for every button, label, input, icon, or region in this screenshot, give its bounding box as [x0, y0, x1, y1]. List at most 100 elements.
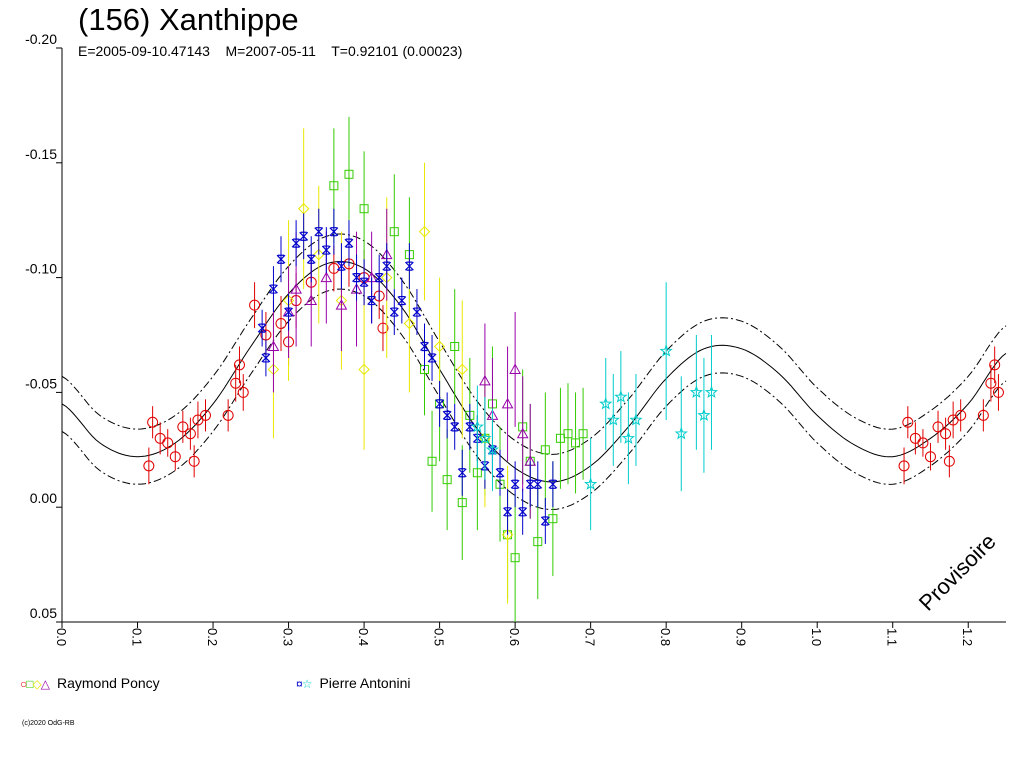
data-point-raymond-poncy-square [389, 227, 399, 237]
data-point-raymond-poncy-triangle [290, 283, 302, 294]
data-point-pierre-antonini-star4 [442, 410, 452, 420]
x-tick-label: 1.0 [809, 628, 824, 646]
data-point-raymond-poncy-square [540, 445, 550, 455]
data-point-pierre-antonini-star4 [495, 468, 505, 478]
data-point-raymond-poncy-square [344, 169, 354, 179]
y-tick-label: 0.05 [30, 605, 57, 621]
x-tick-label: 0.1 [130, 628, 145, 646]
x-tick-label: 1.2 [960, 628, 975, 646]
y-tick-label: -0.05 [25, 375, 57, 391]
legend-symbols-antonini: ¤☆ [296, 677, 312, 691]
chart-subtitle: E=2005-09-10.47143 M=2007-05-11 T=0.9210… [78, 43, 463, 59]
data-point-pierre-antonini-star4 [389, 307, 399, 317]
data-point-pierre-antonini-star4 [329, 227, 339, 237]
data-point-raymond-poncy-triangle [267, 340, 280, 351]
data-point-raymond-poncy-square [450, 341, 460, 351]
data-point-raymond-poncy-diamond [403, 317, 416, 330]
data-point-raymond-poncy-circle [989, 359, 1001, 371]
data-point-pierre-antonini-star4 [269, 284, 278, 294]
data-point-pierre-antonini-star4 [450, 422, 460, 432]
data-point-pierre-antonini-star4 [503, 507, 512, 517]
x-tick-label: 0.5 [432, 628, 447, 646]
data-point-raymond-poncy-circle [222, 409, 234, 421]
data-point-pierre-antonini-star4 [427, 353, 437, 363]
data-point-raymond-poncy-diamond [418, 225, 431, 238]
data-point-raymond-poncy-square [563, 429, 573, 439]
data-point-pierre-antonini-star4 [548, 479, 558, 489]
data-point-raymond-poncy-triangle [509, 363, 521, 374]
data-point-pierre-antonini-star4 [465, 422, 475, 432]
data-point-pierre-antonini-star4 [525, 479, 535, 489]
data-point-pierre-antonini-star5 [614, 390, 628, 403]
data-point-pierre-antonini-star4 [344, 238, 354, 248]
data-point-raymond-poncy-circle [237, 386, 249, 398]
data-point-raymond-poncy-square [359, 204, 369, 214]
data-point-pierre-antonini-star4 [359, 277, 369, 287]
data-point-raymond-poncy-triangle [479, 374, 491, 386]
data-point-pierre-antonini-star4 [321, 245, 331, 255]
x-tick-label: 0.0 [54, 628, 69, 646]
data-point-raymond-poncy-circle [985, 377, 997, 389]
data-point-raymond-poncy-square [457, 498, 467, 508]
data-point-raymond-poncy-square [427, 456, 437, 466]
data-point-raymond-poncy-circle [898, 460, 910, 472]
data-point-raymond-poncy-circle [275, 318, 287, 330]
data-point-pierre-antonini-star4 [420, 341, 429, 352]
data-point-pierre-antonini-star5 [697, 408, 711, 421]
data-point-raymond-poncy-square [472, 468, 482, 478]
data-point-raymond-poncy-square [578, 429, 588, 439]
data-point-raymond-poncy-diamond [313, 248, 325, 261]
data-point-raymond-poncy-square [510, 553, 520, 563]
data-point-raymond-poncy-circle [377, 322, 389, 334]
data-point-raymond-poncy-circle [184, 428, 196, 440]
x-tick-label: 0.9 [734, 628, 749, 646]
data-point-pierre-antonini-star4 [352, 273, 361, 283]
data-point-raymond-poncy-circle [955, 409, 967, 421]
data-point-pierre-antonini-star4 [533, 479, 543, 489]
legend-label-antonini: Pierre Antonini [319, 675, 411, 691]
data-point-pierre-antonini-star5 [689, 385, 703, 398]
data-point-pierre-antonini-star5 [485, 442, 500, 456]
x-tick-label: 0.4 [356, 628, 371, 646]
data-point-raymond-poncy-circle [249, 299, 261, 311]
legend-entry-antonini: ¤☆ Pierre Antonini [296, 675, 411, 691]
data-point-pierre-antonini-star4 [518, 507, 528, 517]
data-point-raymond-poncy-square [555, 433, 565, 443]
data-point-pierre-antonini-star5 [584, 477, 598, 490]
data-point-raymond-poncy-circle [169, 451, 181, 463]
data-point-raymond-poncy-triangle [501, 397, 514, 409]
data-point-raymond-poncy-square [329, 181, 339, 191]
y-tick-label: -0.10 [25, 261, 57, 277]
data-point-pierre-antonini-star5 [674, 426, 688, 440]
data-point-pierre-antonini-star4 [412, 307, 422, 317]
data-point-raymond-poncy-circle [162, 437, 174, 449]
legend-symbols-poncy: ○□◇△ [20, 677, 50, 691]
data-point-raymond-poncy-square [548, 514, 558, 524]
data-point-raymond-poncy-circle [143, 460, 155, 472]
fit-curve-upper [61, 233, 1007, 455]
data-point-raymond-poncy-triangle [335, 299, 348, 310]
data-point-pierre-antonini-star4 [435, 399, 445, 409]
data-point-raymond-poncy-circle [977, 409, 989, 421]
legend-entry-poncy: ○□◇△ Raymond Poncy [20, 675, 160, 691]
data-point-raymond-poncy-diamond [358, 363, 370, 376]
x-tick-label: 0.2 [205, 628, 220, 646]
data-point-pierre-antonini-star5 [470, 419, 484, 433]
data-point-raymond-poncy-circle [199, 409, 211, 421]
data-point-raymond-poncy-circle [943, 455, 955, 467]
data-point-pierre-antonini-star5 [629, 413, 643, 426]
data-point-pierre-antonini-star4 [457, 468, 467, 478]
data-point-raymond-poncy-triangle [516, 427, 529, 439]
copyright-text: (c)2020 OdG-RB [22, 720, 75, 727]
data-point-raymond-poncy-diamond [433, 340, 446, 353]
data-point-raymond-poncy-circle [177, 421, 189, 433]
data-point-pierre-antonini-star5 [599, 396, 613, 410]
data-point-pierre-antonini-star4 [291, 238, 301, 248]
data-point-raymond-poncy-circle [233, 359, 245, 371]
data-point-pierre-antonini-star5 [621, 431, 635, 444]
data-point-pierre-antonini-star4 [404, 261, 414, 271]
x-tick-label: 0.3 [281, 628, 296, 646]
data-point-pierre-antonini-star5 [606, 413, 620, 426]
fit-curve-lower [61, 288, 1007, 511]
data-point-raymond-poncy-triangle [305, 294, 318, 306]
